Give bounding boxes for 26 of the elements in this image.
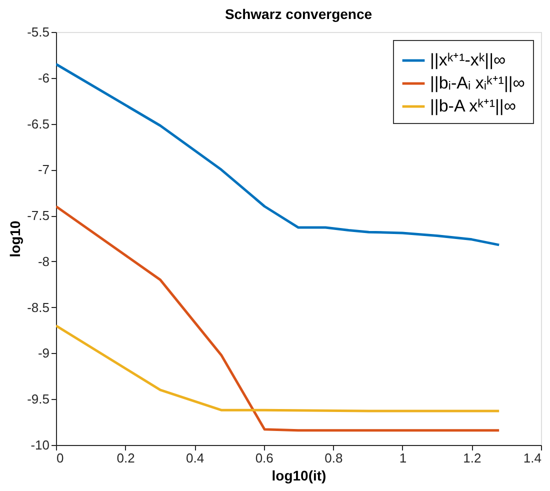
y-tick-label: -6.5 xyxy=(27,116,50,132)
x-tick-label: 1.2 xyxy=(463,450,482,466)
x-tick-label: 1.4 xyxy=(523,450,542,466)
x-tick-label: 1 xyxy=(399,450,407,466)
x-tick-label: 0.4 xyxy=(186,450,204,466)
line-series xyxy=(56,205,500,432)
y-tick-label: -8 xyxy=(38,254,50,269)
legend-label: ||xᵏ⁺¹-xᵏ||∞ xyxy=(430,50,506,70)
x-tick-label: 0.2 xyxy=(116,450,135,466)
x-tick-label: 0.6 xyxy=(255,450,274,466)
y-tick-label: -8.5 xyxy=(27,300,50,315)
legend-label: ||b-A xᵏ⁺¹||∞ xyxy=(430,96,516,116)
chart-title: Schwarz convergence xyxy=(224,6,372,22)
x-tick-label: 0 xyxy=(56,450,64,466)
y-tick-label: -6 xyxy=(38,70,50,86)
y-tick-label: -5.5 xyxy=(27,24,50,40)
y-tick-label: -10 xyxy=(30,438,50,452)
x-tick-label: 0.8 xyxy=(324,450,343,466)
y-tick-label: -7.5 xyxy=(27,208,50,224)
legend-label: ||bᵢ-Aᵢ xᵢᵏ⁺¹||∞ xyxy=(430,74,525,92)
y-tick-label: -9 xyxy=(38,346,50,361)
y-tick-label: -9.5 xyxy=(27,392,50,407)
y-axis-title: log10 xyxy=(7,220,24,258)
y-tick-label: -7 xyxy=(38,162,50,178)
line-series xyxy=(56,324,500,412)
x-axis-title: log10(it) xyxy=(272,468,326,484)
